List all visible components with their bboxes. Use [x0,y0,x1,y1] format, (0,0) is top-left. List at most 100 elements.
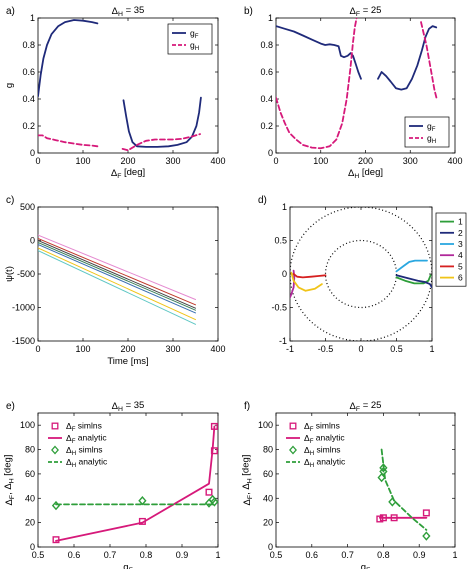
y-tick-label: 60 [263,469,273,479]
data-point-diamond [51,500,61,511]
panel-a: 0 100 200 300 400 0 0.2 0.4 0.6 0.8 1 a) ΔH​ = 35 ΔF​… [4,5,226,180]
y-tick-label: 1 [268,13,273,23]
series-line [395,274,432,285]
reference-circle [324,239,398,309]
series-line [38,134,99,148]
panel-title: ΔF​ = 25 [350,400,382,413]
x-tick-label: 1 [452,550,457,560]
series-line [276,25,362,80]
x-tick-label: 0.9 [176,550,189,560]
legend-marker-diamond [289,445,297,455]
y-tick-label: 0 [30,236,35,246]
series-line [122,96,202,148]
y-tick-label: -500 [17,269,35,279]
legend-label: ΔF​ analytic [66,432,107,445]
series-line [395,259,428,273]
x-tick-label: -0.5 [318,344,334,354]
series-line [290,271,323,292]
plot-area [55,425,216,542]
legend-label: ΔF​ analytic [304,432,345,445]
legend-label: 2 [458,228,463,238]
legend-label: gH​ [427,133,436,145]
series-line [38,242,196,311]
panel-label: d) [258,195,267,206]
legend-label: gF​ [190,28,199,40]
y-tick-label: 0.4 [22,94,35,104]
panel-title: ΔH​ = 35 [112,5,145,18]
x-axis-label: ΔF​ [deg] [111,167,145,180]
legend: gF​gH​ [167,23,213,55]
x-tick-label: 0.5 [270,550,283,560]
legend-marker-diamond [51,445,59,455]
x-tick-label: 0.8 [377,550,390,560]
x-tick-label: 200 [120,156,135,166]
y-tick-label: 60 [25,469,35,479]
y-tick-label: 0 [268,542,273,552]
data-point-square [52,536,60,544]
series-line [38,244,196,314]
series-line [38,234,196,300]
x-tick-label: 300 [403,156,418,166]
y-tick-label: 0.5 [274,236,287,246]
y-tick-label: 0.4 [260,94,273,104]
panel-c: 0 100 200 300 400 -1500 -1000 -500 0 500 c) Time [m… [4,195,226,367]
data-point-square [379,514,387,522]
y-tick-label: 100 [258,420,273,430]
series-line [121,133,201,152]
data-point-diamond [210,497,219,507]
x-tick-label: 400 [447,156,462,166]
data-point-square [210,422,218,430]
panel-b: 0 100 200 300 400 0 0.2 0.4 0.6 0.8 1 b) ΔF​ = 25 ΔH​… [244,5,463,180]
series-line [276,18,358,150]
legend-box [167,23,213,55]
data-point-square [210,447,218,455]
legend-label: ΔH​ analytic [304,456,346,469]
x-tick-label: 100 [313,156,328,166]
axes-frame [37,412,219,548]
y-tick-label: 0 [30,542,35,552]
y-tick-label: 500 [20,202,35,212]
x-tick-label: 0.8 [140,550,153,560]
x-tick-label: 300 [165,344,180,354]
x-tick-label: 0 [35,344,40,354]
x-tick-label: 0.5 [390,344,403,354]
legend-label: 1 [458,217,463,227]
data-point-square [205,488,213,496]
legend-box [435,212,467,287]
data-point-square [376,515,384,523]
y-tick-label: 0 [268,148,273,158]
legend-box [404,116,450,148]
x-tick-label: 0 [358,344,363,354]
legend-marker-square [289,422,297,430]
y-tick-label: 1 [282,202,287,212]
x-tick-label: 0.7 [341,550,354,560]
series-line [38,19,99,98]
axes-frame [275,412,456,548]
legend-label: 5 [458,261,463,271]
y-tick-label: 80 [263,445,273,455]
data-point-square [390,514,398,522]
plot-area [276,18,439,150]
y-tick-label: -0.5 [271,303,287,313]
data-point-diamond [422,531,431,541]
x-tick-label: 100 [75,156,90,166]
series-line [38,247,196,321]
x-tick-label: 0 [273,156,278,166]
y-tick-label: -1000 [12,303,35,313]
series-line [292,273,327,279]
y-tick-label: -1 [279,336,287,346]
legend-label: 6 [458,273,463,283]
x-tick-label: 0.9 [413,550,426,560]
y-axis-label: ΔF​, ΔH​ [deg] [2,455,16,506]
y-tick-label: 0.2 [22,121,35,131]
y-axis-label: ΔF​, ΔH​ [deg] [240,455,254,506]
legend-label: gH​ [190,40,199,52]
legend-label: ΔF​ simlns [66,420,102,433]
panel-e: 0.5 0.6 0.7 0.8 0.9 1 0 20 40 60 80 100 e) ΔH​ = 35 gF… [2,400,220,569]
series-line [420,21,439,102]
x-tick-label: 1 [215,550,220,560]
x-tick-label: 0 [35,156,40,166]
